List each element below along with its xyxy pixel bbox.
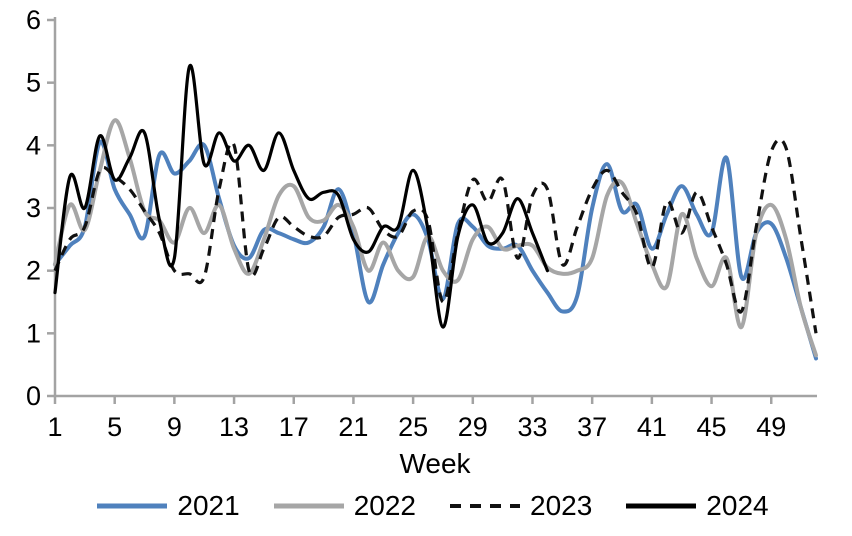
legend-label: 2022 [353, 490, 416, 521]
legend-item-2022: 2022 [272, 490, 416, 522]
x-tick-label: 37 [577, 412, 607, 442]
x-tick-label: 25 [398, 412, 428, 442]
y-tick-label: 5 [26, 68, 41, 98]
x-tick-label: 29 [458, 412, 488, 442]
x-tick-label: 1 [47, 412, 62, 442]
x-tick-label: 9 [167, 412, 182, 442]
legend: 2021 2022 2023 2024 [6, 490, 852, 522]
x-tick-label: 13 [219, 412, 249, 442]
y-tick-label: 4 [26, 130, 41, 160]
legend-item-2021: 2021 [95, 490, 240, 522]
legend-swatch-solid [97, 503, 168, 509]
x-tick-label: 33 [517, 412, 547, 442]
x-tick-label: 41 [637, 412, 667, 442]
legend-label: 2021 [177, 490, 240, 521]
series-line-2022 [53, 118, 818, 358]
y-tick-label: 2 [26, 256, 41, 286]
legend-item-2024: 2024 [624, 490, 769, 522]
y-tick-label: 0 [26, 381, 41, 411]
x-tick-label: 45 [697, 412, 727, 442]
y-tick-label: 3 [26, 193, 41, 223]
x-axis-title: Week [399, 448, 471, 479]
legend-item-2023: 2023 [448, 490, 592, 522]
y-tick-label: 1 [26, 318, 41, 348]
legend-swatch-dashed [450, 504, 520, 508]
legend-swatch-solid [626, 503, 697, 509]
series-line-2024 [53, 63, 549, 329]
legend-label: 2023 [530, 490, 593, 521]
x-tick-label: 21 [338, 412, 368, 442]
series-line-2023 [53, 137, 818, 334]
x-tick-label: 5 [107, 412, 122, 442]
x-tick-label: 49 [756, 412, 786, 442]
legend-label: 2024 [706, 490, 769, 521]
y-tick-label: 6 [26, 5, 41, 35]
legend-swatch-solid [273, 503, 344, 509]
x-tick-label: 17 [279, 412, 309, 442]
